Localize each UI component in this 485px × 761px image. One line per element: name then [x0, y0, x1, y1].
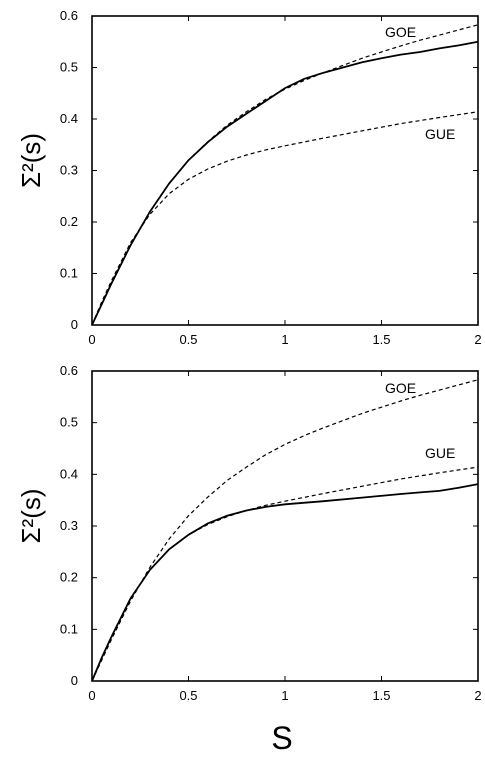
x-tick-label: 2 [474, 332, 481, 347]
x-tick-label: 0 [88, 332, 95, 347]
x-tick-label: 0.5 [179, 332, 197, 347]
y-tick-label: 0.2 [60, 570, 78, 585]
x-tick-label: 0.5 [179, 688, 197, 703]
y-tick-label: 0.1 [60, 266, 78, 281]
y-tick-label: 0.5 [60, 60, 78, 75]
x-tick-label: 1 [281, 688, 288, 703]
y-tick-label: 0.3 [60, 163, 78, 178]
series-line-goe [91, 379, 479, 682]
y-axis-title: Σ²(s) [16, 133, 46, 188]
y-tick-label: 0.6 [60, 363, 78, 378]
bottom-panel: 0 0.5 1 1.5 2 0 0.1 0.2 0.3 0.4 0.5 0.6 Σ²(s) S GOE GUE [16, 363, 482, 756]
top-panel: 0 0.5 1 1.5 2 0 0.1 0.2 0.3 0.4 0.5 0.6 Σ²(s) GOE GUE [16, 8, 482, 347]
series-label-gue: GUE [425, 445, 455, 461]
x-tick-label: 1 [281, 332, 288, 347]
y-tick-label: 0.1 [60, 621, 78, 636]
plot-frame [91, 370, 479, 682]
y-tick-label: 0.3 [60, 518, 78, 533]
y-tick-label: 0.5 [60, 415, 78, 430]
series-line-goe [91, 24, 479, 326]
series-label-goe: GOE [385, 24, 416, 40]
y-tick-label: 0.4 [60, 111, 78, 126]
x-axis-title: S [271, 720, 292, 756]
plot-frame [91, 15, 479, 326]
series-label-goe: GOE [385, 380, 416, 396]
y-tick-label: 0 [71, 317, 78, 332]
series-line-measured [91, 40, 479, 326]
y-tick-label: 0.4 [60, 466, 78, 481]
x-tick-label: 0 [88, 688, 95, 703]
x-tick-label: 1.5 [372, 332, 390, 347]
y-tick-label: 0.6 [60, 8, 78, 23]
y-tick-label: 0.2 [60, 214, 78, 229]
series-line-gue [91, 111, 479, 326]
series-line-gue [91, 466, 479, 682]
x-tick-label: 2 [474, 688, 481, 703]
y-tick-label: 0 [71, 673, 78, 688]
x-tick-label: 1.5 [372, 688, 390, 703]
series-label-gue: GUE [425, 126, 455, 142]
y-axis-title: Σ²(s) [16, 488, 46, 543]
series-line-measured [91, 483, 479, 682]
